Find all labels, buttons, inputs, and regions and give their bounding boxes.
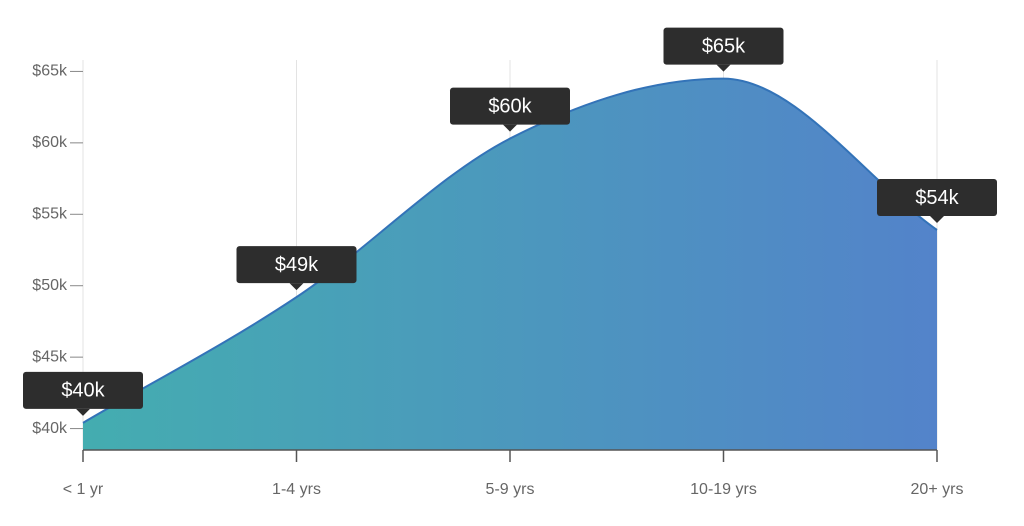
value-label: $49k	[275, 254, 319, 276]
x-tick-label: 1-4 yrs	[272, 481, 321, 498]
value-label: $40k	[61, 380, 105, 402]
tooltip-pointer	[289, 283, 304, 291]
x-tick-label: 20+ yrs	[911, 481, 964, 498]
y-tick-label: $55k	[32, 206, 68, 223]
y-tick-label: $65k	[32, 63, 68, 80]
tooltip-box	[450, 87, 570, 125]
line	[82, 77, 938, 424]
value-label: $65k	[702, 35, 746, 57]
tooltip-pointer	[716, 64, 731, 72]
value-tooltip: $65k	[663, 27, 784, 72]
area	[83, 78, 937, 451]
tooltip-box	[236, 246, 357, 284]
y-tick-label: $45k	[32, 348, 68, 365]
value-label: $54k	[915, 187, 959, 209]
value-tooltip: $40k	[23, 371, 143, 416]
x-tick-label: 10-19 yrs	[690, 481, 757, 498]
x-tick-label: < 1 yr	[63, 481, 104, 498]
tooltip-box	[23, 371, 143, 409]
tooltip-pointer	[503, 124, 517, 132]
tooltip-pointer	[930, 216, 944, 223]
tooltip-box	[877, 179, 997, 216]
y-tick-label: $40k	[32, 420, 68, 437]
value-tooltip: $54k	[877, 179, 997, 223]
y-tick-label: $60k	[32, 134, 68, 151]
value-tooltip: $60k	[450, 87, 570, 132]
value-tooltip: $49k	[236, 246, 357, 291]
tooltip-pointer	[76, 408, 90, 416]
y-tick-label: $50k	[32, 277, 68, 294]
tooltip-box	[663, 27, 784, 65]
x-tick-label: 5-9 yrs	[486, 481, 535, 498]
value-label: $60k	[488, 95, 532, 117]
